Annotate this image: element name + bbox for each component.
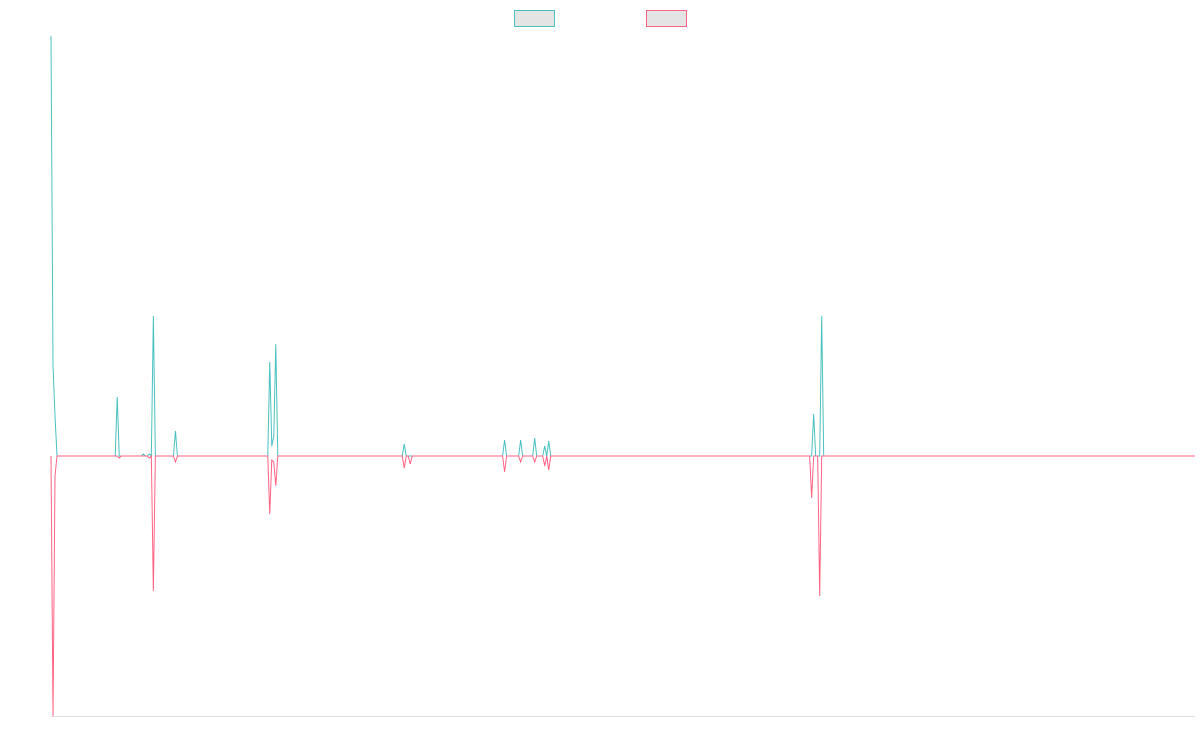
- legend: [514, 10, 687, 27]
- legend-swatch-series-2[interactable]: [646, 10, 687, 27]
- legend-swatch-series-1[interactable]: [514, 10, 555, 27]
- plot-area: [50, 35, 1195, 717]
- series-line-2: [50, 454, 1195, 717]
- series-line-1: [50, 35, 1195, 458]
